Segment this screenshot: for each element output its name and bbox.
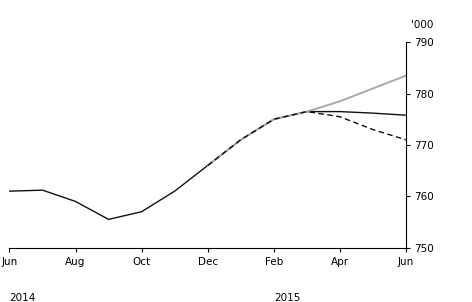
Text: 2014: 2014 — [9, 293, 36, 302]
Text: 2015: 2015 — [274, 293, 300, 302]
Text: '000: '000 — [411, 20, 433, 30]
